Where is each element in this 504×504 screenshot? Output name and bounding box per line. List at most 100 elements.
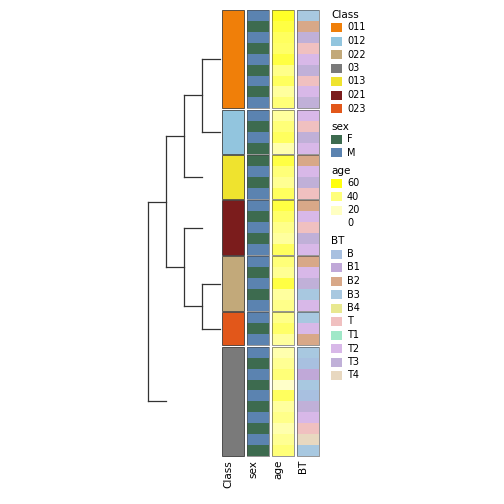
Text: 022: 022 — [347, 49, 365, 59]
Text: T4: T4 — [347, 370, 359, 381]
Bar — [297, 110, 319, 121]
Bar — [247, 65, 269, 76]
Bar — [331, 77, 342, 86]
Bar — [297, 412, 319, 423]
Bar — [297, 76, 319, 87]
Bar — [247, 391, 269, 401]
Bar — [272, 358, 294, 368]
Bar — [331, 249, 342, 259]
Bar — [272, 300, 294, 311]
Bar — [272, 334, 294, 345]
Bar — [272, 155, 294, 199]
Bar — [222, 10, 244, 108]
Bar — [247, 368, 269, 380]
Bar — [297, 391, 319, 401]
Bar — [297, 155, 319, 199]
Bar — [222, 347, 244, 456]
Bar — [247, 233, 269, 244]
Bar — [247, 87, 269, 97]
Text: BT: BT — [331, 236, 344, 246]
Bar — [272, 43, 294, 54]
Bar — [297, 121, 319, 132]
Bar — [272, 10, 294, 21]
Bar — [247, 200, 269, 255]
Bar — [272, 76, 294, 87]
Bar — [272, 97, 294, 108]
Text: T2: T2 — [347, 344, 359, 353]
Bar — [247, 10, 269, 108]
Bar — [247, 222, 269, 233]
Bar — [297, 188, 319, 199]
Bar — [272, 121, 294, 132]
Bar — [272, 10, 294, 108]
Bar — [247, 121, 269, 132]
Bar — [297, 289, 319, 300]
Bar — [272, 244, 294, 255]
Bar — [247, 257, 269, 267]
Bar — [272, 222, 294, 233]
Bar — [247, 110, 269, 154]
Text: 021: 021 — [347, 90, 365, 100]
Bar — [247, 347, 269, 358]
Text: Class: Class — [223, 460, 233, 488]
Bar — [272, 278, 294, 289]
Bar — [272, 412, 294, 423]
Bar — [297, 166, 319, 177]
Bar — [247, 200, 269, 211]
Text: 20: 20 — [347, 205, 359, 215]
Text: B1: B1 — [347, 263, 360, 273]
Bar — [247, 423, 269, 434]
Bar — [331, 344, 342, 353]
Bar — [247, 380, 269, 391]
Bar — [247, 289, 269, 300]
Bar — [297, 97, 319, 108]
Bar — [272, 211, 294, 222]
Bar — [247, 188, 269, 199]
Bar — [272, 110, 294, 154]
Bar — [331, 317, 342, 326]
Bar — [272, 347, 294, 456]
Bar — [247, 10, 269, 21]
Bar — [297, 10, 319, 21]
Bar — [331, 104, 342, 113]
Text: Class: Class — [331, 10, 359, 20]
Bar — [297, 423, 319, 434]
Bar — [247, 244, 269, 255]
Bar — [331, 290, 342, 299]
Bar — [272, 380, 294, 391]
Bar — [297, 43, 319, 54]
Bar — [272, 177, 294, 188]
Bar — [272, 110, 294, 121]
Bar — [247, 312, 269, 345]
Bar — [222, 155, 244, 199]
Bar — [297, 380, 319, 391]
Bar — [272, 347, 294, 358]
Bar — [297, 222, 319, 233]
Bar — [331, 36, 342, 45]
Text: 012: 012 — [347, 36, 365, 46]
Bar — [247, 358, 269, 368]
Bar — [297, 54, 319, 65]
Bar — [247, 412, 269, 423]
Bar — [297, 233, 319, 244]
Text: T3: T3 — [347, 357, 359, 367]
Text: 60: 60 — [347, 178, 359, 188]
Bar — [272, 257, 294, 311]
Bar — [331, 178, 342, 187]
Bar — [272, 87, 294, 97]
Bar — [247, 32, 269, 43]
Bar — [331, 263, 342, 272]
Bar — [272, 423, 294, 434]
Bar — [272, 54, 294, 65]
Bar — [247, 155, 269, 199]
Bar — [331, 91, 342, 99]
Bar — [272, 200, 294, 255]
Bar — [247, 132, 269, 143]
Bar — [247, 97, 269, 108]
Bar — [297, 32, 319, 43]
Bar — [297, 334, 319, 345]
Bar — [222, 110, 244, 154]
Bar — [297, 132, 319, 143]
Bar — [297, 200, 319, 255]
Text: M: M — [347, 148, 355, 157]
